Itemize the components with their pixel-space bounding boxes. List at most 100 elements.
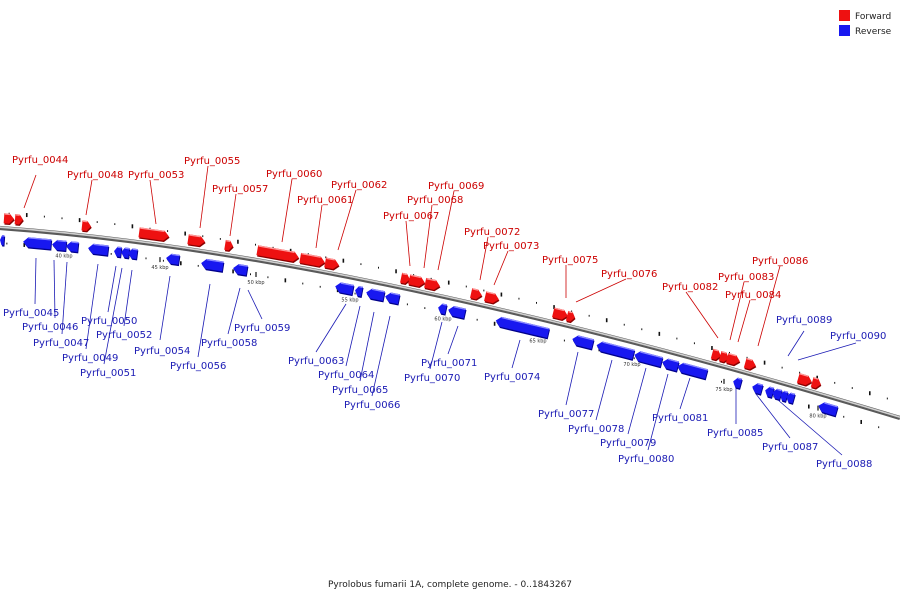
- reverse-gene-leader: [595, 359, 613, 421]
- reverse-gene-arrow: [0, 235, 6, 247]
- reverse-gene-leader: [797, 342, 857, 361]
- reverse-gene-label: Pyrfu_0089: [776, 315, 832, 326]
- reverse-gene-leader: [359, 311, 375, 382]
- reverse-gene-label: Pyrfu_0074: [484, 372, 540, 383]
- forward-gene-arrow: [408, 274, 426, 289]
- reverse-gene-leader: [53, 259, 56, 319]
- reverse-gene-leader: [345, 305, 361, 367]
- reverse-gene-label: Pyrfu_0051: [80, 368, 136, 379]
- legend-reverse-label: Reverse: [855, 27, 892, 37]
- scale-label: 75 kbp: [715, 387, 732, 393]
- forward-gene-leader: [685, 291, 719, 339]
- reverse-gene-arrow: [677, 362, 709, 381]
- forward-gene-label: Pyrfu_0068: [407, 195, 463, 206]
- forward-gene-arrow: [725, 352, 741, 367]
- reverse-gene-leader: [429, 321, 443, 370]
- forward-gene-leader: [315, 204, 323, 249]
- reverse-gene-arrow: [335, 282, 355, 297]
- forward-gene-leader: [281, 178, 293, 243]
- forward-gene-leader: [85, 179, 93, 216]
- reverse-gene-label: Pyrfu_0077: [538, 409, 594, 420]
- forward-gene-label: Pyrfu_0083: [718, 272, 774, 283]
- forward-gene-arrow: [324, 257, 340, 271]
- reverse-gene-leader: [85, 263, 99, 350]
- reverse-gene-leader: [123, 269, 133, 327]
- reverse-gene-leader: [34, 257, 37, 305]
- reverse-gene-label: Pyrfu_0052: [96, 330, 152, 341]
- reverse-gene-leader: [107, 265, 117, 313]
- reverse-gene-label: Pyrfu_0054: [134, 346, 190, 357]
- reverse-gene-label: Pyrfu_0045: [3, 308, 59, 319]
- forward-gene-leader: [757, 265, 781, 347]
- forward-gene-label: Pyrfu_0067: [383, 211, 439, 222]
- forward-gene-label: Pyrfu_0075: [542, 255, 598, 266]
- forward-gene-arrow: [299, 252, 326, 268]
- legend: Forward Reverse: [839, 10, 892, 37]
- forward-gene-label: Pyrfu_0057: [212, 184, 268, 195]
- reverse-gene-arrow: [201, 258, 225, 273]
- reverse-gene-arrow: [121, 247, 131, 260]
- reverse-gene-leader: [627, 367, 647, 435]
- reverse-gene-arrow: [88, 243, 110, 257]
- forward-gene-arrow: [743, 357, 757, 371]
- forward-gene-leader: [575, 278, 627, 303]
- reverse-gene-leader: [247, 289, 263, 320]
- forward-gene-arrow: [81, 220, 92, 233]
- reverse-gene-leader: [447, 325, 459, 355]
- forward-gene-arrow: [138, 227, 170, 243]
- reverse-gene-leader: [159, 275, 171, 341]
- forward-gene-arrow: [14, 214, 24, 226]
- reverse-gene-arrow: [23, 237, 53, 251]
- reverse-gene-leader: [777, 399, 843, 456]
- forward-gene-arrow: [796, 373, 813, 387]
- reverse-gene-label: Pyrfu_0081: [652, 413, 708, 424]
- forward-gene-label: Pyrfu_0060: [266, 169, 322, 180]
- reverse-gene-arrow: [52, 239, 68, 253]
- forward-gene-leader: [199, 165, 209, 229]
- reverse-gene-arrow: [733, 377, 743, 390]
- reverse-gene-arrow: [448, 306, 467, 320]
- scale-label: 50 kbp: [247, 280, 264, 286]
- reverse-gene-arrow: [786, 392, 796, 405]
- reverse-gene-arrow: [233, 264, 249, 277]
- forward-gene-leader: [405, 220, 411, 267]
- reverse-gene-arrow: [438, 303, 448, 316]
- reverse-gene-arrow: [114, 246, 123, 259]
- forward-gene-arrow: [224, 239, 234, 252]
- scale-label: 60 kbp: [434, 317, 451, 323]
- forward-gene-arrow: [187, 234, 206, 248]
- reverse-gene-leader: [371, 315, 391, 397]
- forward-gene-arrow: [710, 348, 722, 362]
- forward-gene-arrow: [565, 310, 576, 324]
- reverse-gene-label: Pyrfu_0090: [830, 331, 886, 342]
- reverse-gene-arrow: [166, 253, 181, 267]
- reverse-gene-label: Pyrfu_0088: [816, 459, 872, 470]
- reverse-gene-label: Pyrfu_0087: [762, 442, 818, 453]
- genome-caption: Pyrolobus fumarii 1A, complete genome. -…: [328, 580, 572, 590]
- reverse-gene-leader: [197, 283, 211, 358]
- forward-gene-label: Pyrfu_0044: [12, 155, 68, 166]
- gene-features: [0, 213, 839, 418]
- reverse-gene-label: Pyrfu_0046: [22, 322, 78, 333]
- legend-reverse-swatch: [839, 25, 850, 36]
- gene-labels: Pyrfu_0044 Pyrfu_0048 Pyrfu_0053Pyrfu_0055…: [3, 155, 886, 470]
- reverse-gene-label: Pyrfu_0079: [600, 438, 656, 449]
- forward-gene-arrow: [400, 272, 411, 286]
- reverse-gene-arrow: [495, 316, 550, 340]
- reverse-gene-leader: [787, 330, 805, 357]
- forward-gene-leader: [493, 250, 509, 286]
- reverse-gene-arrow: [66, 241, 80, 254]
- forward-gene-label: Pyrfu_0073: [483, 241, 539, 252]
- reverse-gene-label: Pyrfu_0047: [33, 338, 89, 349]
- reverse-gene-arrow: [765, 386, 775, 399]
- reverse-gene-leader: [315, 303, 347, 353]
- reverse-gene-label: Pyrfu_0080: [618, 454, 674, 465]
- reverse-gene-label: Pyrfu_0056: [170, 361, 226, 372]
- reverse-gene-leader: [647, 373, 669, 451]
- reverse-gene-label: Pyrfu_0071: [421, 358, 477, 369]
- reverse-gene-arrow: [662, 358, 680, 373]
- forward-gene-arrow: [552, 307, 569, 322]
- forward-gene-label: Pyrfu_0084: [725, 290, 781, 301]
- forward-gene-label: Pyrfu_0082: [662, 282, 718, 293]
- reverse-gene-arrow: [818, 402, 839, 418]
